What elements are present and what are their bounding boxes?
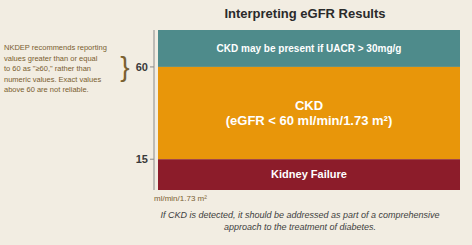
bar (158, 159, 460, 190)
y-tick (150, 66, 154, 67)
bar (158, 67, 460, 159)
side-note: NKDEP recommends reporting values greater… (4, 43, 107, 94)
text-line: values greater than or equal (4, 54, 98, 63)
brace: } (120, 51, 129, 82)
bar-label: CKD(eGFR < 60 ml/min/1.73 m²) (226, 98, 393, 129)
text-line: Kidney Failure (271, 168, 347, 180)
bar (158, 30, 460, 67)
title: Interpreting eGFR Results (224, 6, 385, 21)
chart: Interpreting eGFR Results CKD may be pres… (0, 0, 472, 245)
text-line: (eGFR < 60 ml/min/1.73 m²) (226, 113, 393, 128)
y-tick (150, 159, 154, 160)
text-line: to 60 as "≥60," rather than (4, 64, 91, 73)
bar-label: Kidney Failure (271, 168, 347, 180)
text-line: numeric values. Exact values (4, 75, 101, 84)
y-axis (154, 30, 155, 190)
y-tick-label: 15 (136, 153, 148, 165)
text-line: above 60 are not reliable. (4, 85, 89, 94)
text-line: NKDEP recommends reporting (4, 43, 107, 52)
y-tick-label: 60 (136, 61, 148, 73)
text-line: If CKD is detected, it should be address… (160, 210, 439, 220)
plot-area (158, 30, 460, 190)
text-line: approach to the treatment of diabetes. (224, 222, 376, 232)
text-line: CKD (295, 98, 323, 113)
text-line: CKD may be present if UACR > 30mg/g (217, 43, 402, 54)
footnote: If CKD is detected, it should be address… (160, 210, 439, 232)
bar-label: CKD may be present if UACR > 30mg/g (217, 43, 402, 54)
y-label: ml/min/1.73 m² (154, 194, 207, 203)
